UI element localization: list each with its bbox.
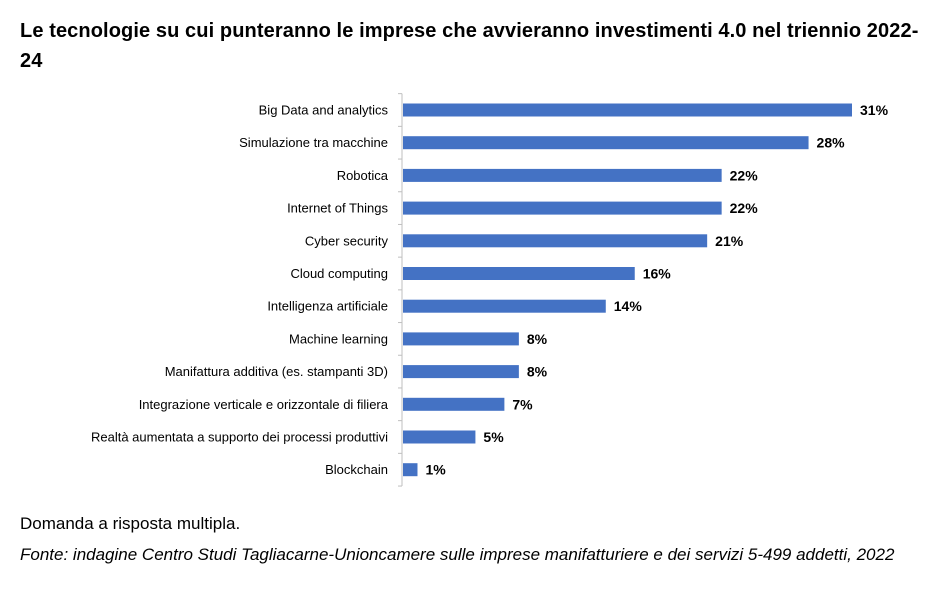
category-label: Internet of Things: [287, 201, 388, 216]
source-note: Fonte: indagine Centro Studi Tagliacarne…: [20, 545, 895, 564]
value-label: 28%: [817, 135, 846, 151]
bars-layer: Big Data and analytics 31% Simulazione tra…: [91, 93, 889, 487]
bar: [403, 201, 722, 215]
value-label: 8%: [527, 331, 548, 347]
value-label: 14%: [614, 298, 643, 314]
value-label: 22%: [730, 200, 759, 216]
bar: [403, 332, 519, 346]
value-label: 22%: [730, 167, 759, 183]
value-label: 1%: [425, 462, 446, 478]
category-label: Cloud computing: [290, 266, 388, 281]
bar: [403, 168, 722, 182]
bar: [403, 397, 505, 411]
category-label: Realtà aumentata a supporto dei processi…: [91, 430, 388, 445]
bar: [403, 463, 418, 477]
bar: [403, 365, 519, 379]
category-label: Manifattura additiva (es. stampanti 3D): [165, 364, 388, 379]
category-label: Big Data and analytics: [259, 103, 389, 118]
category-label: Cyber security: [305, 233, 389, 248]
value-label: 16%: [643, 266, 672, 282]
value-label: 21%: [715, 233, 744, 249]
category-label: Robotica: [337, 168, 389, 183]
category-label: Intelligenza artificiale: [267, 299, 388, 314]
value-label: 7%: [512, 396, 533, 412]
chart-title: Le tecnologie su cui punteranno le impre…: [20, 20, 919, 72]
value-label: 31%: [860, 102, 889, 118]
footnote: Domanda a risposta multipla.: [20, 514, 241, 533]
bar: [403, 430, 476, 444]
bar: [403, 267, 635, 280]
value-label: 5%: [483, 429, 504, 445]
category-label: Simulazione tra macchine: [239, 135, 388, 150]
bar: [403, 136, 809, 150]
value-label: 8%: [527, 364, 548, 380]
category-label: Blockchain: [325, 462, 388, 477]
category-label: Machine learning: [289, 331, 388, 346]
bar: [403, 299, 606, 313]
bar: [403, 103, 852, 117]
category-label: Integrazione verticale e orizzontale di …: [139, 397, 389, 412]
bar: [403, 234, 708, 248]
